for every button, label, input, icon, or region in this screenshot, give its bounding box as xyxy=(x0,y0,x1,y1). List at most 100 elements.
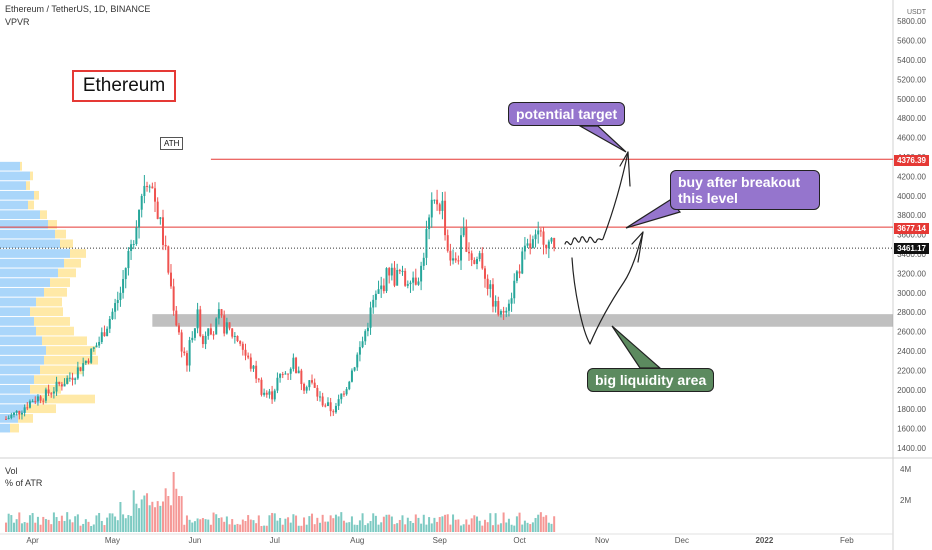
vp-bar-volume-down xyxy=(26,404,56,414)
y-tick-label: 2000.00 xyxy=(897,386,926,395)
volume-bar xyxy=(66,512,69,532)
vp-bar-volume-down xyxy=(28,200,34,210)
y-tick-label: 3400.00 xyxy=(897,250,926,259)
volume-bar xyxy=(398,519,401,532)
candle-body xyxy=(284,373,287,375)
volume-bar xyxy=(324,521,327,532)
volume-bar xyxy=(167,496,170,532)
candle-body xyxy=(475,258,478,264)
pointer-target xyxy=(577,125,627,153)
candle-body xyxy=(388,268,391,276)
volume-bar xyxy=(161,501,164,532)
candle-body xyxy=(161,217,164,245)
candle-body xyxy=(201,336,204,345)
volume-bar xyxy=(406,517,409,532)
candle-body xyxy=(345,389,348,395)
volume-bar xyxy=(23,522,26,532)
volume-bar xyxy=(199,519,202,532)
candle-body xyxy=(119,292,122,300)
volume-bar xyxy=(326,521,329,532)
volume-bar xyxy=(249,519,252,532)
candle-body xyxy=(462,227,465,236)
candle-body xyxy=(515,271,518,281)
vp-bar-volume xyxy=(0,307,30,317)
volume-bar xyxy=(255,523,258,532)
candle-body xyxy=(414,277,417,285)
candle-body xyxy=(393,267,396,286)
candle-body xyxy=(417,281,420,285)
x-tick-label: Oct xyxy=(513,536,526,545)
volume-bar xyxy=(353,524,356,532)
candle-body xyxy=(340,393,343,400)
volume-bar xyxy=(425,524,428,532)
callout-liquidity-text: big liquidity area xyxy=(595,372,707,388)
candle-body xyxy=(169,272,172,287)
volume-bar xyxy=(539,512,542,532)
volume-bar xyxy=(404,524,407,532)
y-tick-label: 2400.00 xyxy=(897,347,926,356)
volume-bar xyxy=(483,519,486,532)
volume-bar xyxy=(177,496,180,532)
x-tick-label: Apr xyxy=(26,536,39,545)
candle-body xyxy=(425,229,428,258)
candle-body xyxy=(316,387,319,397)
volume-bar xyxy=(297,525,300,532)
candle-body xyxy=(87,360,90,363)
x-tick-label: 2022 xyxy=(755,536,773,545)
volume-bar xyxy=(369,521,372,532)
volume-bar xyxy=(191,522,194,532)
volume-bar xyxy=(207,519,210,532)
volume-bar xyxy=(308,516,311,532)
candle-body xyxy=(12,412,15,415)
volume-bar xyxy=(438,517,441,532)
vp-bar-volume-down xyxy=(34,190,39,200)
candle-body xyxy=(122,279,125,293)
candle-body xyxy=(209,328,212,335)
y-tick-label: 5400.00 xyxy=(897,56,926,65)
volume-bar xyxy=(529,524,532,532)
volume-bar xyxy=(313,524,316,532)
volume-bar xyxy=(215,514,218,532)
candle-body xyxy=(10,414,13,418)
volume-bar xyxy=(47,519,50,532)
vp-bar-volume xyxy=(0,200,28,210)
vp-bar-volume xyxy=(0,210,40,220)
candle-body xyxy=(350,370,353,382)
volume-bar xyxy=(55,517,58,532)
volume-bar xyxy=(169,505,172,532)
volume-bar xyxy=(103,525,106,532)
vp-bar-volume xyxy=(0,268,58,278)
indicator-label[interactable]: VPVR xyxy=(5,17,30,27)
candle-body xyxy=(502,311,505,313)
candle-body xyxy=(287,373,290,375)
candle-body xyxy=(406,284,409,286)
volume-bar xyxy=(212,512,215,532)
volume-bar xyxy=(12,522,15,532)
volume-bar xyxy=(449,524,452,532)
vp-bar-volume xyxy=(0,404,26,414)
vp-bar-volume xyxy=(0,355,44,365)
volume-bar xyxy=(119,502,122,532)
candle-body xyxy=(151,186,154,189)
volume-bar xyxy=(122,514,125,532)
candle-body xyxy=(140,195,143,210)
x-tick-label: Aug xyxy=(350,536,364,545)
volume-label[interactable]: Vol xyxy=(5,466,18,476)
volume-bar xyxy=(382,516,385,532)
vp-bar-volume-down xyxy=(64,258,81,268)
volume-bar xyxy=(279,517,282,532)
volume-bar xyxy=(143,495,146,532)
volume-bar xyxy=(68,519,71,532)
candle-body xyxy=(441,200,444,211)
candle-body xyxy=(311,380,314,383)
candle-body xyxy=(268,391,271,395)
candle-body xyxy=(92,347,95,349)
volume-bar xyxy=(231,519,234,532)
candle-body xyxy=(422,257,425,266)
x-tick-label: Feb xyxy=(840,536,854,545)
candle-body xyxy=(433,199,436,201)
candle-body xyxy=(539,230,542,232)
volume-bar xyxy=(273,513,276,532)
